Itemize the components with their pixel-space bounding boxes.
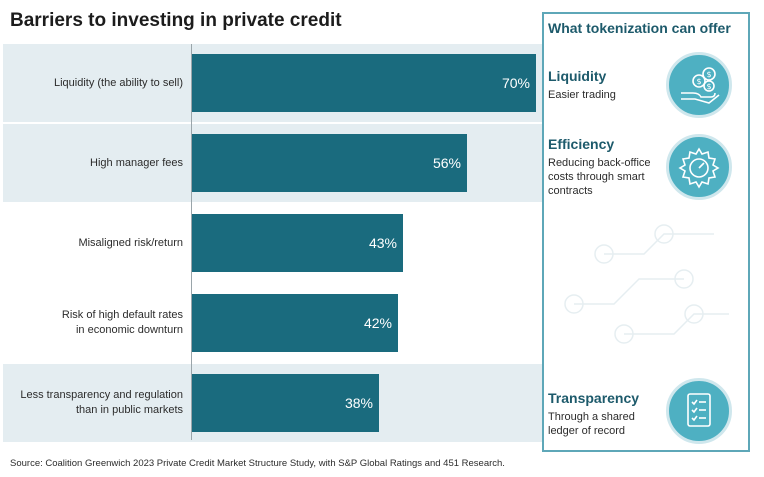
chart-title: Barriers to investing in private credit — [10, 10, 342, 31]
category-label-line: than in public markets — [76, 404, 183, 416]
svg-text:$: $ — [706, 70, 711, 79]
bar — [192, 214, 403, 272]
bar — [192, 294, 398, 352]
bar — [192, 374, 379, 432]
circuit-decoration — [564, 224, 729, 344]
checklist-icon — [666, 378, 732, 444]
bar-value-label: 70% — [501, 75, 530, 91]
hand-coins-icon: $ $ $ — [666, 52, 732, 118]
category-label: Less transparency and regulation than in … — [3, 388, 183, 418]
benefit-efficiency-title: Efficiency — [548, 136, 615, 152]
svg-text:$: $ — [706, 82, 711, 91]
benefit-efficiency-desc: Reducing back-office costs through smart… — [548, 157, 651, 197]
bar — [192, 134, 467, 192]
category-label-line: in economic downturn — [75, 324, 183, 336]
panel-title: What tokenization can offer — [548, 20, 731, 36]
benefit-transparency-desc: Through a shared ledger of record — [548, 411, 635, 437]
category-label-line: Liquidity (the ability to sell) — [53, 76, 183, 89]
svg-text:$: $ — [696, 77, 701, 86]
tokenization-panel: What tokenization can offer Liquidity Ea… — [542, 12, 750, 452]
category-label-line: Risk of high default rates — [61, 309, 183, 321]
bar — [192, 54, 536, 112]
bar-value-label: 42% — [363, 315, 392, 331]
category-label: Misaligned risk/return — [3, 236, 183, 251]
category-label-line: Less transparency and regulation — [20, 389, 183, 401]
gear-icon — [666, 134, 732, 200]
category-label-line: High manager fees — [90, 156, 183, 169]
category-label: High manager fees — [3, 156, 183, 171]
benefit-liquidity-desc: Easier trading — [548, 89, 616, 101]
benefit-transparency-title: Transparency — [548, 390, 640, 406]
category-label-line: Misaligned risk/return — [78, 236, 183, 249]
source-note: Source: Coalition Greenwich 2023 Private… — [10, 458, 505, 469]
benefit-liquidity-title: Liquidity — [548, 68, 607, 84]
category-axis-line — [191, 44, 192, 440]
category-label: Risk of high default rates in economic do… — [3, 308, 183, 338]
bar-value-label: 43% — [368, 235, 397, 251]
bar-value-label: 56% — [432, 155, 461, 171]
category-label: Liquidity (the ability to sell) — [3, 76, 183, 91]
bar-value-label: 38% — [344, 395, 373, 411]
